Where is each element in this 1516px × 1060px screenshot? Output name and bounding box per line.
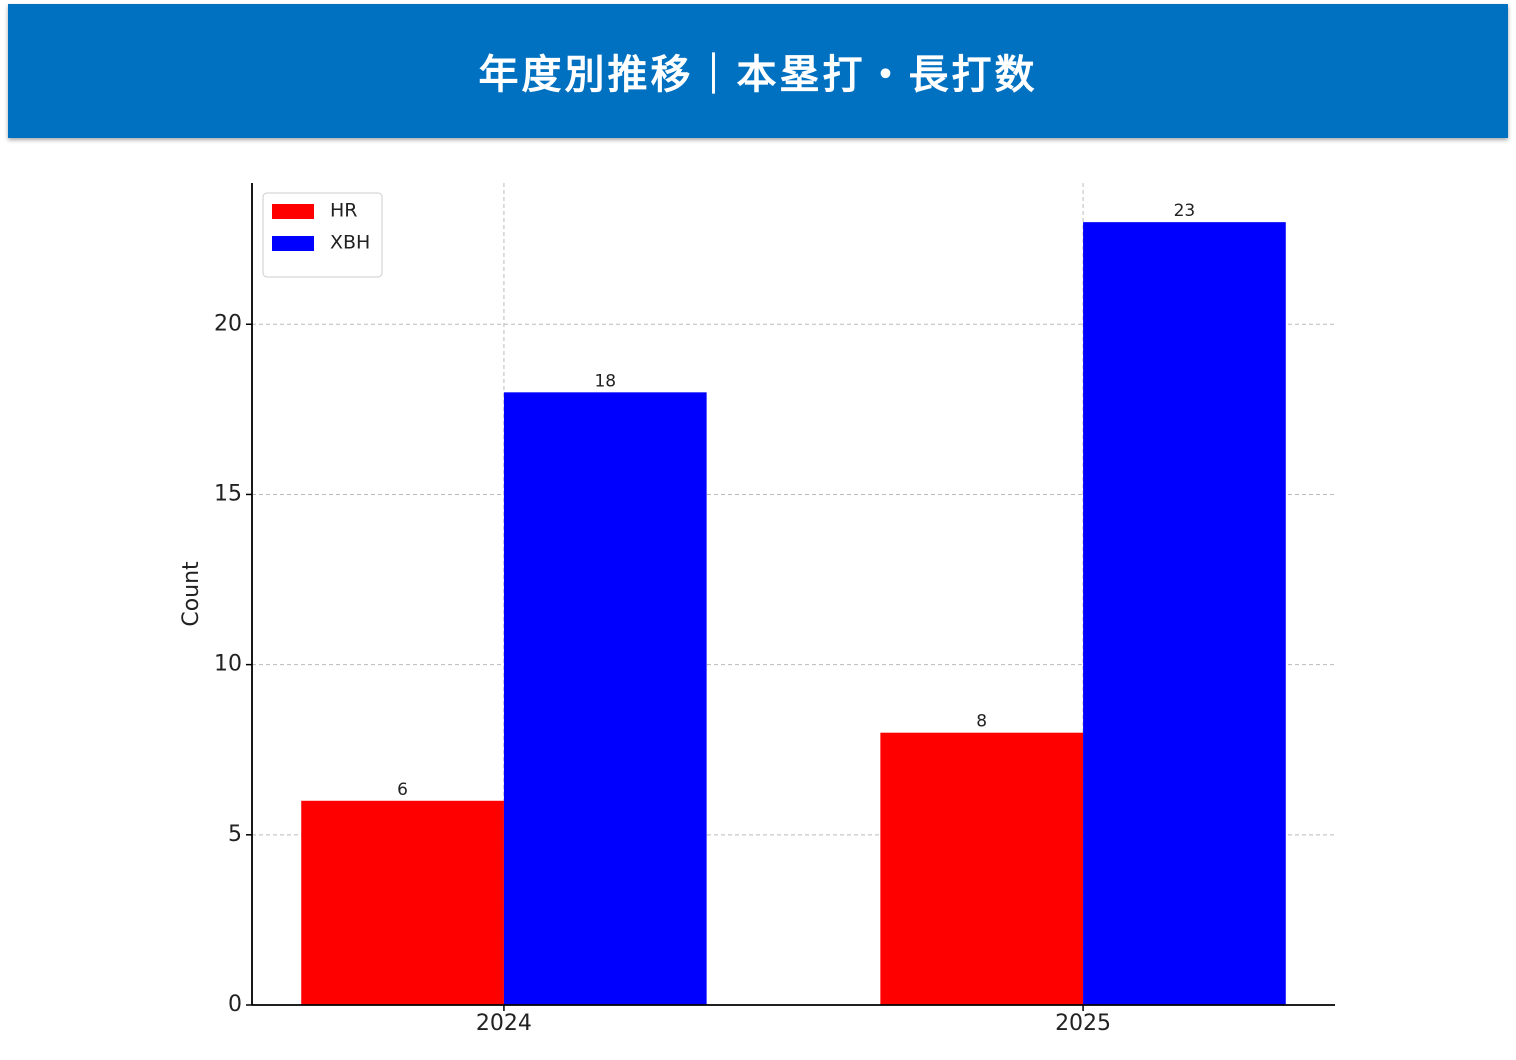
value-label: 18 [594, 371, 616, 391]
legend-label: XBH [330, 232, 370, 254]
y-tick-label: 0 [228, 992, 242, 1017]
bar [301, 800, 504, 1005]
value-label: 23 [1174, 201, 1196, 221]
bar [1083, 222, 1286, 1006]
value-label: 8 [976, 712, 987, 732]
y-tick-label: 5 [228, 822, 242, 847]
value-label: 6 [397, 780, 408, 800]
bar [880, 732, 1084, 1005]
legend-swatch [272, 204, 314, 219]
legend-label: HR [330, 200, 358, 222]
y-tick-label: 20 [214, 311, 242, 336]
bar [503, 392, 707, 1005]
y-axis-label: Count [179, 561, 204, 627]
y-tick-label: 15 [214, 481, 242, 506]
y-tick-label: 10 [214, 652, 242, 677]
x-tick-label: 2024 [476, 1011, 532, 1036]
x-tick-label: 2025 [1055, 1011, 1111, 1036]
header: 年度別推移｜本塁打・長打数 [8, 4, 1508, 138]
chart-title: 年度別推移｜本塁打・長打数 [478, 52, 1038, 98]
legend-swatch [272, 236, 314, 251]
